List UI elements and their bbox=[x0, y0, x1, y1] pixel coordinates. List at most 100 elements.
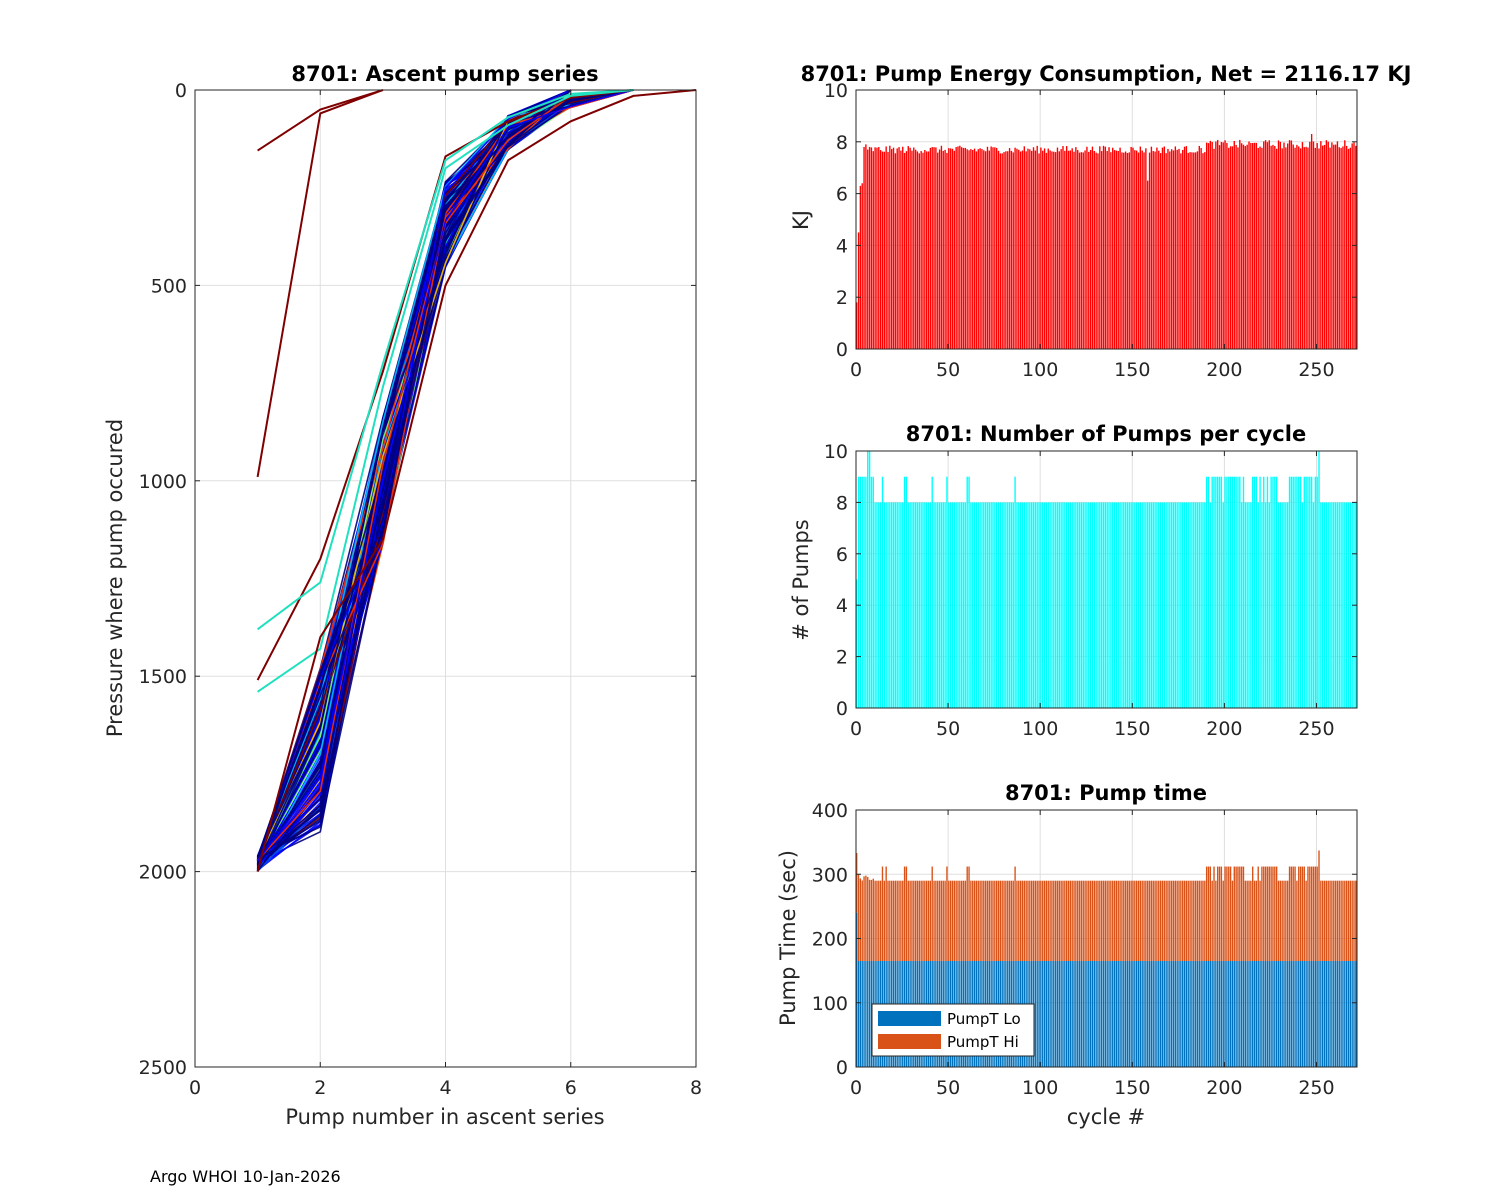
pumps-bar bbox=[867, 451, 869, 708]
energy-bar bbox=[1049, 150, 1051, 349]
energy-bar bbox=[870, 147, 873, 349]
pumptime-hi-bar bbox=[1117, 880, 1119, 961]
pumps-bar bbox=[1334, 502, 1337, 708]
energy-bar bbox=[905, 151, 908, 349]
energy-title: 8701: Pump Energy Consumption, Net = 211… bbox=[801, 62, 1412, 86]
pumptime-hi-bar bbox=[942, 880, 944, 961]
pumptime-hi-bar bbox=[896, 880, 898, 961]
pumptime-lo-bar bbox=[1130, 960, 1132, 1067]
pumptime-hi-bar bbox=[1016, 880, 1018, 961]
energy-bar bbox=[1183, 146, 1186, 349]
energy-bar bbox=[1047, 148, 1049, 349]
pumps-bar bbox=[1132, 502, 1134, 708]
energy-bar bbox=[1088, 151, 1090, 349]
pumps-bar bbox=[944, 502, 946, 708]
energy-bar bbox=[1185, 146, 1188, 349]
pumptime-lo-bar bbox=[1288, 960, 1291, 1067]
pumptime-hi-bar bbox=[887, 880, 889, 961]
pumps-bar bbox=[1134, 502, 1136, 708]
energy-bar bbox=[1051, 151, 1053, 349]
pumps-bar bbox=[1314, 476, 1317, 708]
pumps-bar bbox=[1296, 476, 1298, 708]
pumps-bar bbox=[988, 502, 990, 708]
pumps-bar bbox=[1231, 476, 1234, 708]
energy-bar bbox=[1351, 143, 1353, 349]
pumps-bar bbox=[1012, 502, 1014, 708]
pumptime-lo-bar bbox=[1235, 960, 1237, 1067]
pumptime-hi-bar bbox=[955, 880, 957, 961]
pumptime-hi-bar bbox=[922, 880, 924, 961]
ascent-outlier-line bbox=[257, 89, 634, 693]
energy-bar bbox=[1130, 146, 1132, 349]
pumptime-hi-bar bbox=[964, 880, 967, 961]
pumptime-hi-bar bbox=[1093, 880, 1095, 961]
pumptime-hi-bar bbox=[968, 866, 970, 961]
pumps-bar bbox=[1198, 502, 1200, 708]
pumptime-hi-bar bbox=[1285, 880, 1287, 961]
pumptime-hi-bar bbox=[1194, 880, 1197, 961]
pumps-bar bbox=[975, 502, 978, 708]
pumps-bar bbox=[1226, 476, 1228, 708]
energy-bar bbox=[887, 151, 889, 349]
energy-frame bbox=[855, 89, 1358, 350]
pumps-bar bbox=[1104, 502, 1107, 708]
pumps-bar bbox=[1285, 502, 1287, 708]
pumptime-lo-bar bbox=[859, 960, 862, 1067]
energy-bar bbox=[1030, 150, 1033, 349]
pumps-bar bbox=[1349, 502, 1352, 708]
pumptime-hi-bar bbox=[1108, 880, 1110, 961]
pumps-bar bbox=[1001, 502, 1003, 708]
pumptime-hi-bar bbox=[1233, 866, 1235, 961]
pumptime-lo-bar bbox=[1147, 960, 1149, 1067]
pumps-bar bbox=[1065, 502, 1068, 708]
pumps-bar bbox=[1147, 502, 1149, 708]
pumptime-lo-bar bbox=[1036, 960, 1038, 1067]
legend-swatch-lo bbox=[878, 1011, 941, 1026]
pumptime-hi-bar bbox=[979, 880, 981, 961]
pumps-bar bbox=[1010, 502, 1013, 708]
pumptime-hi-bar bbox=[1099, 880, 1101, 961]
energy-bar bbox=[1275, 148, 1278, 349]
pumps-bar bbox=[946, 476, 948, 708]
energy-bar bbox=[949, 148, 952, 349]
energy-bar bbox=[1233, 141, 1235, 349]
pumptime-hi-bar bbox=[1115, 880, 1118, 961]
ascent-profile-line bbox=[256, 89, 634, 860]
pumptime-hi-bar bbox=[931, 866, 933, 961]
pumptime-hi-bar bbox=[1036, 880, 1038, 961]
energy-bar bbox=[1008, 148, 1011, 349]
pumps-bar bbox=[1180, 502, 1182, 708]
pumps-bar bbox=[1091, 502, 1094, 708]
pumptime-hi-bar bbox=[1187, 880, 1189, 961]
pumps-bar bbox=[1233, 476, 1235, 708]
pumps-bar bbox=[1279, 502, 1282, 708]
pumps-bar bbox=[983, 502, 985, 708]
pumptime-lo-bar bbox=[1209, 960, 1212, 1067]
pumptime-lo-bar bbox=[1345, 960, 1348, 1067]
pumps-bar bbox=[1200, 502, 1202, 708]
pumptime-hi-bar bbox=[1310, 866, 1313, 961]
energy-bar bbox=[1296, 144, 1298, 349]
pumps-bar bbox=[1106, 502, 1108, 708]
pumptime-hi-bar bbox=[1060, 880, 1062, 961]
pumptime-hi-bar bbox=[970, 880, 972, 961]
pumptime-ytick-label: 100 bbox=[812, 993, 848, 1015]
pumps-xtick-label: 0 bbox=[850, 718, 862, 740]
pumptime-hi-bar bbox=[1298, 866, 1300, 961]
pumptime-hi-bar bbox=[1274, 866, 1276, 961]
pumptime-lo-bar bbox=[1320, 960, 1322, 1067]
pumptime-hi-bar bbox=[1191, 880, 1193, 961]
pumptime-hi-bar bbox=[1283, 880, 1285, 961]
energy-bar bbox=[1123, 152, 1125, 349]
pumptime-hi-bar bbox=[892, 880, 895, 961]
pumps-bar bbox=[1303, 476, 1305, 708]
pumptime-hi-bar bbox=[1204, 880, 1206, 961]
pumptime-hi-bar bbox=[1231, 880, 1234, 961]
pumptime-lo-bar bbox=[1329, 960, 1331, 1067]
pumps-bar bbox=[1320, 502, 1322, 708]
pumptime-hi-bar bbox=[1287, 880, 1289, 961]
pumptime-hi-bar bbox=[981, 880, 983, 961]
pumptime-lo-bar bbox=[1307, 960, 1309, 1067]
pumptime-hi-bar bbox=[1062, 880, 1064, 961]
energy-bar bbox=[1001, 153, 1003, 349]
